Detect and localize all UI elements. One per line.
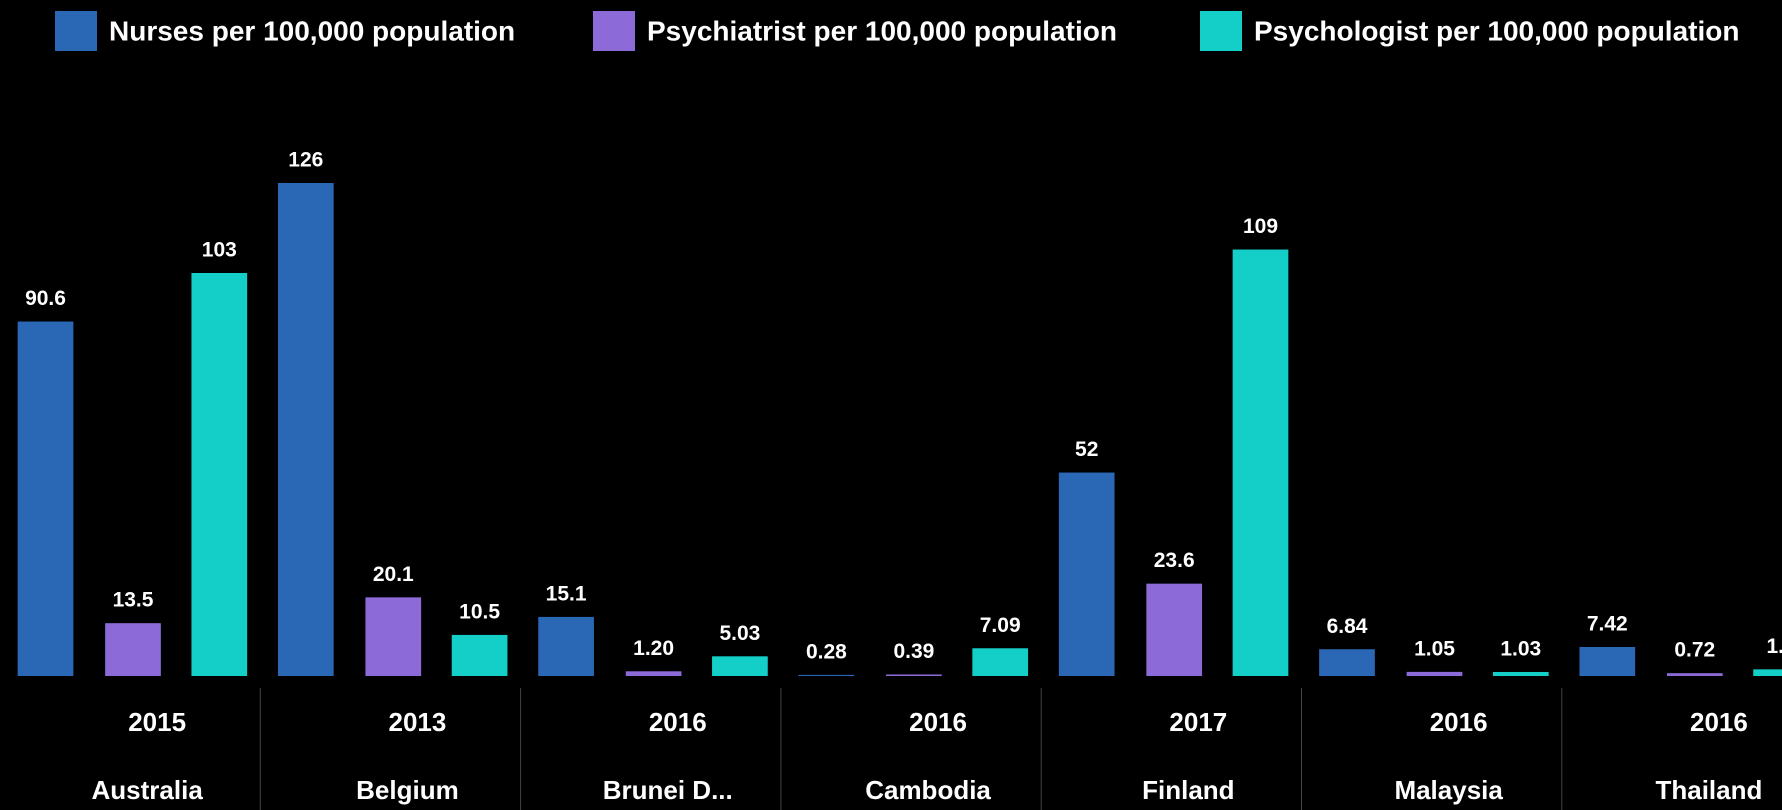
data-label: 6.84 bbox=[1327, 615, 1368, 638]
year-label: 2016 bbox=[909, 707, 967, 737]
bar bbox=[625, 671, 682, 676]
bar bbox=[1058, 472, 1115, 676]
year-label: 2015 bbox=[128, 707, 186, 737]
bar bbox=[972, 648, 1029, 676]
data-label: 1.7 bbox=[1766, 635, 1782, 658]
data-label: 0.39 bbox=[893, 640, 934, 663]
data-label: 1.05 bbox=[1414, 637, 1455, 660]
x-tick-label: Finland bbox=[1142, 775, 1234, 805]
bar bbox=[277, 183, 334, 676]
year-label: 2016 bbox=[1430, 707, 1488, 737]
year-label: 2016 bbox=[649, 707, 707, 737]
data-label: 1.20 bbox=[633, 637, 674, 660]
data-label: 5.03 bbox=[719, 622, 760, 645]
bar bbox=[17, 321, 74, 676]
bar bbox=[1753, 669, 1782, 676]
legend-swatch bbox=[1200, 11, 1242, 51]
data-label: 7.09 bbox=[980, 614, 1021, 637]
bar bbox=[365, 597, 422, 676]
bar bbox=[538, 616, 594, 676]
data-label: 7.42 bbox=[1587, 613, 1628, 636]
x-tick-label: Cambodia bbox=[865, 775, 991, 805]
x-tick-label: Belgium bbox=[356, 775, 459, 805]
legend-swatch bbox=[55, 11, 97, 51]
bar bbox=[886, 674, 942, 676]
data-label: 0.28 bbox=[806, 640, 847, 663]
legend-label: Psychiatrist per 100,000 population bbox=[647, 15, 1117, 46]
bar bbox=[712, 656, 768, 676]
data-label: 10.5 bbox=[459, 600, 500, 623]
bar bbox=[1579, 646, 1636, 676]
data-label: 23.6 bbox=[1154, 549, 1195, 572]
x-tick-label: Malaysia bbox=[1394, 775, 1503, 805]
legend-label: Nurses per 100,000 population bbox=[109, 15, 515, 46]
bar bbox=[1146, 583, 1203, 676]
year-label: 2013 bbox=[389, 707, 447, 737]
bar bbox=[105, 623, 161, 676]
x-tick-label: Australia bbox=[92, 775, 204, 805]
data-label: 20.1 bbox=[373, 563, 414, 586]
data-label: 0.72 bbox=[1674, 639, 1715, 662]
year-label: 2016 bbox=[1690, 707, 1748, 737]
data-label: 90.6 bbox=[25, 287, 66, 310]
legend-swatch bbox=[593, 11, 635, 51]
x-tick-label: Brunei D... bbox=[603, 775, 733, 805]
bar bbox=[1492, 671, 1549, 676]
legend-label: Psychologist per 100,000 population bbox=[1254, 15, 1739, 46]
x-tick-label: Thailand bbox=[1655, 775, 1762, 805]
data-label: 126 bbox=[288, 149, 323, 172]
bar bbox=[1319, 649, 1375, 676]
data-label: 13.5 bbox=[113, 589, 154, 612]
data-label: 15.1 bbox=[546, 582, 587, 605]
bar bbox=[191, 272, 248, 676]
data-label: 103 bbox=[202, 239, 237, 262]
data-label: 1.03 bbox=[1500, 638, 1541, 661]
bar bbox=[451, 634, 508, 676]
data-label: 109 bbox=[1243, 215, 1278, 238]
bar bbox=[1232, 249, 1289, 676]
bar bbox=[1666, 673, 1723, 676]
year-label: 2017 bbox=[1169, 707, 1227, 737]
bar bbox=[798, 674, 855, 676]
data-label: 52 bbox=[1075, 438, 1098, 461]
bar bbox=[1406, 671, 1463, 676]
